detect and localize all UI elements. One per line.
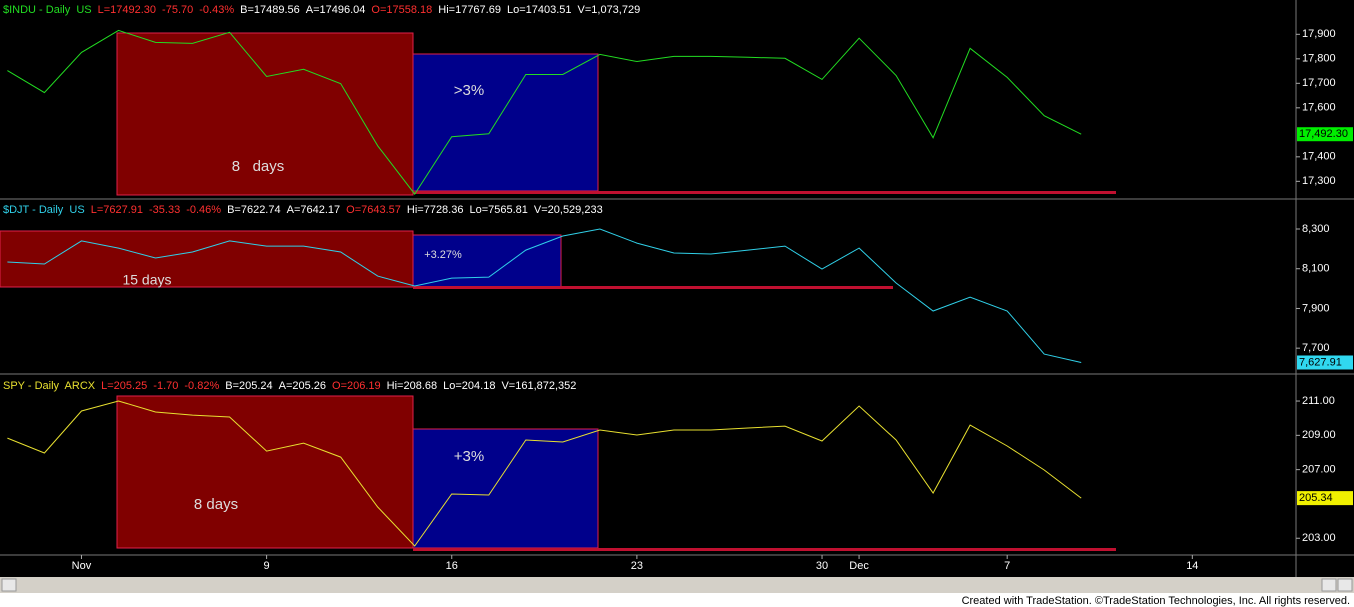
header-item: A=17496.04 bbox=[306, 4, 366, 16]
header-item: A=7642.17 bbox=[287, 204, 341, 216]
y-tick-label: 209.00 bbox=[1302, 429, 1336, 441]
header-item: V=20,529,233 bbox=[534, 204, 603, 216]
header-item: V=161,872,352 bbox=[501, 380, 576, 392]
y-tick-label: 203.00 bbox=[1302, 532, 1336, 544]
header-item: -75.70 bbox=[162, 4, 193, 16]
y-tick-label: 7,700 bbox=[1302, 342, 1330, 354]
header-item: L=7627.91 bbox=[91, 204, 143, 216]
y-tick-label: 17,300 bbox=[1302, 175, 1336, 187]
annotation: +3% bbox=[454, 448, 484, 465]
y-tick-label: 17,900 bbox=[1302, 28, 1336, 40]
header-item: B=205.24 bbox=[225, 380, 272, 392]
y-tick-label: 17,400 bbox=[1302, 151, 1336, 163]
header-item: $DJT - Daily US bbox=[3, 204, 85, 216]
footer: Created with TradeStation. ©TradeStation… bbox=[962, 595, 1350, 607]
y-tick-label: 8,100 bbox=[1302, 263, 1330, 275]
header-item: Lo=7565.81 bbox=[469, 204, 527, 216]
pane-header: SPY - Daily ARCX L=205.25 -1.70 -0.82% B=205… bbox=[3, 380, 576, 392]
y-tick-label: 8,300 bbox=[1302, 223, 1330, 235]
header-item: O=7643.57 bbox=[346, 204, 401, 216]
last-price-label: 7,627.91 bbox=[1299, 356, 1342, 368]
header-item: L=17492.30 bbox=[98, 4, 156, 16]
rally-box bbox=[412, 428, 599, 549]
x-tick-label: 30 bbox=[816, 560, 828, 572]
header-item: Lo=17403.51 bbox=[507, 4, 572, 16]
x-tick-label: Dec bbox=[849, 560, 869, 572]
y-tick-label: 17,800 bbox=[1302, 53, 1336, 65]
y-tick-label: 7,900 bbox=[1302, 302, 1330, 314]
last-price-box bbox=[1297, 127, 1353, 142]
header-item: O=17558.18 bbox=[371, 4, 432, 16]
decline-box bbox=[116, 32, 414, 196]
last-price-label: 17,492.30 bbox=[1299, 128, 1348, 140]
rally-box bbox=[412, 234, 562, 288]
decline-box bbox=[116, 395, 414, 549]
pane-header: $DJT - Daily US L=7627.91 -35.33 -0.46% B=76… bbox=[3, 204, 603, 216]
annotation: 8 days bbox=[194, 496, 238, 513]
x-tick-label: 14 bbox=[1186, 560, 1198, 572]
decline-box bbox=[0, 230, 414, 288]
header-item: SPY - Daily ARCX bbox=[3, 380, 96, 392]
highlights bbox=[0, 32, 1116, 551]
price-line bbox=[7, 29, 1082, 195]
annotation: 15 days bbox=[122, 272, 171, 288]
rally-box bbox=[412, 53, 599, 192]
header-item: -0.46% bbox=[186, 204, 221, 216]
price-line bbox=[7, 400, 1082, 547]
header-item: -0.43% bbox=[199, 4, 234, 16]
annotation: +3.27% bbox=[424, 249, 462, 261]
x-tick-label: 7 bbox=[1004, 560, 1010, 572]
y-tick-label: 17,700 bbox=[1302, 77, 1336, 89]
scroll-right[interactable] bbox=[1321, 578, 1337, 592]
header-item: O=206.19 bbox=[332, 380, 381, 392]
header-item: B=17489.56 bbox=[240, 4, 300, 16]
last-price-box bbox=[1297, 355, 1353, 370]
header-item: V=1,073,729 bbox=[578, 4, 641, 16]
x-tick-label: 16 bbox=[446, 560, 458, 572]
y-tick-label: 17,600 bbox=[1302, 102, 1336, 114]
header-item: A=205.26 bbox=[279, 380, 326, 392]
x-tick-label: Nov bbox=[72, 560, 92, 572]
x-tick-label: 9 bbox=[264, 560, 270, 572]
last-price-label: 205.34 bbox=[1299, 492, 1333, 504]
header-item: Hi=7728.36 bbox=[407, 204, 464, 216]
annotation: >3% bbox=[454, 82, 484, 99]
support-line bbox=[413, 191, 1116, 194]
header-item: $INDU - Daily US bbox=[3, 4, 92, 16]
annotation: 8 days bbox=[232, 158, 285, 175]
header-item: Hi=17767.69 bbox=[438, 4, 501, 16]
scroll-left[interactable] bbox=[1, 578, 17, 592]
x-tick-label: 23 bbox=[631, 560, 643, 572]
header-item: -1.70 bbox=[153, 380, 178, 392]
last-price-box bbox=[1297, 491, 1353, 506]
y-tick-label: 207.00 bbox=[1302, 464, 1336, 476]
header-item: L=205.25 bbox=[101, 380, 147, 392]
support-line bbox=[413, 548, 1116, 551]
price-line bbox=[7, 228, 1082, 363]
pane-header: $INDU - Daily US L=17492.30 -75.70 -0.43% B=… bbox=[3, 4, 640, 16]
scrollbar[interactable] bbox=[0, 577, 1354, 593]
header-item: B=7622.74 bbox=[227, 204, 281, 216]
header-item: Lo=204.18 bbox=[443, 380, 495, 392]
support-line bbox=[413, 286, 893, 289]
y-tick-label: 211.00 bbox=[1302, 395, 1335, 407]
header-item: -35.33 bbox=[149, 204, 180, 216]
header-item: Hi=208.68 bbox=[387, 380, 437, 392]
scroll-end[interactable] bbox=[1337, 578, 1353, 592]
footer-bar bbox=[0, 593, 1354, 607]
header-item: -0.82% bbox=[184, 380, 219, 392]
